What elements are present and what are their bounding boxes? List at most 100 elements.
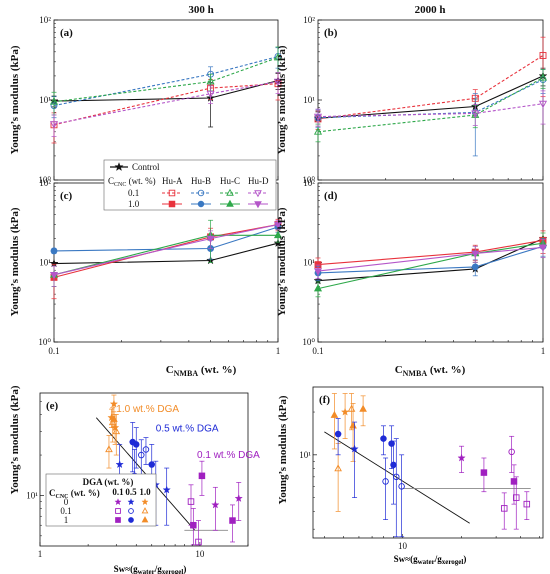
panel-c-point-hu-b-0 bbox=[50, 247, 58, 255]
panel-e-point-3 bbox=[105, 445, 113, 453]
panel-a-line-hu-c bbox=[53, 56, 279, 103]
panel-f-point-18 bbox=[510, 478, 518, 485]
legend-row-10: 1.0 bbox=[128, 199, 140, 209]
panel-b-point-hu-a-2 bbox=[539, 52, 547, 59]
panel-a: (a) 10⁰ 10¹ 10² bbox=[38, 15, 283, 185]
panel-e-point-11 bbox=[138, 451, 145, 459]
legend-e-row-01: 0.1 bbox=[60, 506, 71, 516]
panel-f-frame bbox=[312, 386, 544, 539]
panel-d-point-hu-b-1 bbox=[471, 263, 479, 271]
panel-d-ytick-label-1: 10¹ bbox=[303, 258, 315, 268]
panel-b-point-hu-c-2 bbox=[538, 73, 548, 81]
panel-f-point-20 bbox=[523, 500, 531, 508]
panel-f-point-0 bbox=[330, 410, 339, 418]
panel-c-ytick-label-1: 10¹ bbox=[39, 258, 51, 268]
legend-e-col-10: 1.0 bbox=[139, 487, 151, 497]
panel-c-point-hu-d-1 bbox=[206, 235, 215, 244]
panel-c-ytick-label-2: 10² bbox=[39, 178, 51, 188]
panel-d-line-control bbox=[317, 238, 544, 282]
panel-d-point-hu-c-0 bbox=[313, 284, 323, 292]
panel-c-ytick-label-0: 10⁰ bbox=[38, 337, 51, 347]
sw-label-e: Sw≈(gwater/gxerogel) bbox=[114, 564, 187, 574]
panel-d-frame bbox=[317, 182, 544, 343]
panel-b-ytick-label-0: 10⁰ bbox=[302, 175, 315, 185]
panel-f-label: (f) bbox=[319, 394, 330, 406]
panel-a-line-hu-a bbox=[53, 83, 279, 126]
panel-b-line-control bbox=[317, 75, 544, 119]
legend-marker-hu-a-01 bbox=[168, 189, 176, 197]
ylabel-mid-left: Young’s modulus (kPa) bbox=[9, 207, 21, 316]
panel-c: (c) 10⁰ 10¹ 10² 0.1 1 bbox=[38, 178, 283, 356]
legend-e-marker-r1-c1 bbox=[128, 508, 134, 514]
legend-control-marker bbox=[114, 162, 124, 171]
panel-e-point-9 bbox=[133, 441, 140, 448]
legend-marker-hu-b-01 bbox=[197, 189, 205, 197]
panel-d-label: (d) bbox=[324, 190, 338, 202]
panel-e-point-22 bbox=[234, 494, 243, 502]
panel-f-point-9 bbox=[382, 478, 389, 485]
legend-top-marks bbox=[114, 162, 268, 209]
panel-f-point-14 bbox=[457, 453, 466, 462]
panel-a-line-hu-d bbox=[53, 81, 279, 125]
legend-marker-hu-b-10 bbox=[197, 200, 205, 208]
legend-e-col-05: 0.5 bbox=[125, 487, 137, 497]
panel-e-point-15 bbox=[162, 485, 171, 494]
legend-top: Control CCNC (wt. %) Hu-A Hu-B Hu-C Hu-D… bbox=[103, 159, 277, 211]
panel-e-label: (e) bbox=[46, 400, 59, 412]
panel-e-point-20 bbox=[211, 500, 220, 509]
legend-marker-hu-d-01 bbox=[254, 190, 262, 198]
panel-c-point-control-2 bbox=[273, 238, 283, 247]
legend-e-col-01: 0.1 bbox=[112, 487, 124, 497]
panel-f-point-15 bbox=[480, 469, 488, 476]
panel-a-ytick-label-1: 10¹ bbox=[39, 95, 51, 105]
panel-a-label: (a) bbox=[60, 27, 73, 39]
panel-a-ytick-label-0: 10⁰ bbox=[38, 175, 51, 185]
panel-e-ytick-label-0: 10¹ bbox=[26, 490, 38, 500]
legend-e-marker-r2-c0 bbox=[115, 517, 121, 523]
panel-f-point-1 bbox=[334, 464, 342, 472]
col-title-300h: 300 h bbox=[188, 4, 213, 16]
legend-marker-hu-c-01 bbox=[226, 188, 234, 196]
panel-e-point-13 bbox=[148, 461, 155, 468]
panel-b-point-hu-c-0 bbox=[313, 127, 323, 135]
legend-e-marker-r0-c1 bbox=[127, 498, 135, 506]
panel-d-point-hu-d-1 bbox=[471, 250, 480, 258]
panel-d: (d) 10⁰ 10¹ 10² 0.1 1 bbox=[302, 178, 548, 356]
legend-control-label: Control bbox=[132, 162, 160, 172]
panel-c-xtick-label-1: 1 bbox=[276, 346, 281, 356]
xlabel-right: CNMBA (wt. %) bbox=[395, 364, 466, 378]
panel-b-label: (b) bbox=[324, 27, 338, 39]
panel-d-point-hu-d-2 bbox=[538, 244, 548, 252]
panel-f-point-13 bbox=[398, 483, 405, 490]
panel-d-ytick-label-0: 10⁰ bbox=[302, 337, 315, 347]
panel-a-point-hu-c-0 bbox=[49, 97, 59, 105]
panel-a-point-hu-d-2 bbox=[273, 78, 283, 87]
panel-c-point-hu-c-2 bbox=[273, 230, 283, 239]
xlabel-left: CNMBA (wt. %) bbox=[166, 364, 237, 378]
legend-e-row-0: 0 bbox=[64, 497, 69, 507]
ylabel-f: Young’s modulus (kPa) bbox=[277, 395, 289, 504]
panel-a-line-hu-b bbox=[53, 55, 279, 107]
legend-group-hu-a: Hu-A bbox=[162, 176, 183, 186]
panel-f-ytick-label-0: 10¹ bbox=[299, 450, 311, 460]
legend-marker-hu-c-10 bbox=[226, 199, 234, 207]
panel-b: (b) 10⁰ 10¹ 10² bbox=[302, 15, 548, 185]
panel-a-point-hu-c-1 bbox=[206, 77, 215, 85]
panel-b-frame bbox=[317, 19, 544, 181]
col-title-2000h: 2000 h bbox=[415, 4, 446, 16]
panel-b-ytick-label-2: 10² bbox=[303, 15, 315, 25]
legend-e-marker-r1-c2 bbox=[141, 507, 149, 514]
ylabel-top-left: Young’s modulus (kPa) bbox=[9, 45, 21, 154]
panel-e-point-1 bbox=[109, 399, 119, 408]
ylabel-mid-right: Young’s modulus (kPa) bbox=[276, 207, 288, 316]
panel-b-line-hu-a bbox=[317, 55, 544, 120]
legend-ccnc-header: CCNC (wt. %) bbox=[108, 176, 156, 188]
panel-b-line-hu-c bbox=[317, 77, 544, 133]
panel-b-line-hu-b bbox=[317, 79, 544, 119]
panel-a-point-hu-d-0 bbox=[49, 121, 59, 129]
panel-d-xtick-label-1: 1 bbox=[541, 346, 546, 356]
panel-e-point-12 bbox=[142, 446, 150, 453]
legend-e-marker-r0-c2 bbox=[141, 498, 149, 506]
